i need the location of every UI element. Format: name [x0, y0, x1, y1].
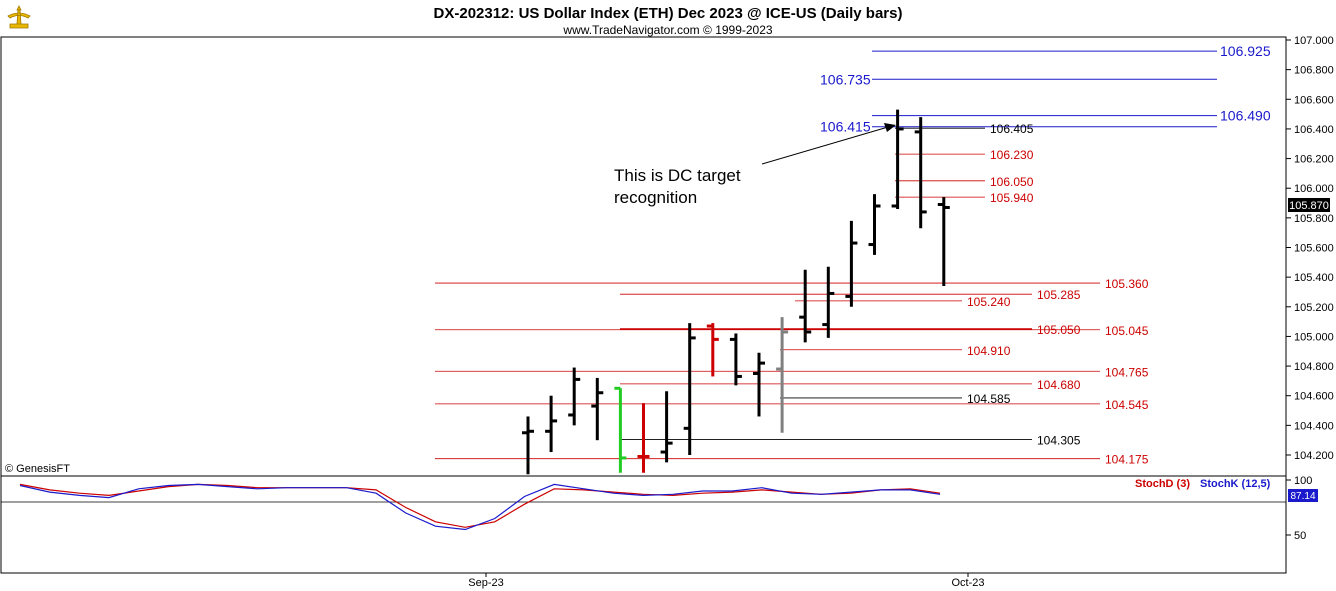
ohlc-bar: [753, 352, 765, 417]
level-label: 104.175: [1105, 453, 1149, 467]
ohlc-bar: [637, 403, 650, 473]
level-label: 105.360: [1105, 277, 1149, 291]
price-axis: 107.000 106.800 106.600 106.400 106.200 106.0…: [1286, 35, 1334, 462]
price-tick-label: 106.800: [1294, 65, 1334, 77]
annotation-arrow-head: [884, 123, 896, 132]
ohlc-bar: [568, 367, 581, 426]
osc-tick-label: 50: [1294, 530, 1306, 542]
price-tick-label: 105.400: [1294, 272, 1334, 284]
ohlc-bar: [776, 317, 789, 433]
ohlc-bar: [799, 269, 812, 343]
level-label: 106.050: [990, 175, 1034, 189]
level-label: 105.940: [990, 191, 1034, 205]
osc-last-value-box: [1288, 489, 1318, 502]
level-label: 104.545: [1105, 398, 1149, 412]
price-tick-label: 107.000: [1294, 35, 1334, 47]
fib-levels: 106.925 106.735 106.490 106.415 106.405 106.2…: [435, 43, 1271, 467]
ohlc-bar: [545, 395, 558, 453]
level-label: 106.415: [820, 119, 871, 135]
time-tick-label: Oct-23: [951, 577, 984, 589]
level-label: 104.585: [967, 392, 1011, 406]
annotation-line-2: recognition: [614, 188, 697, 207]
price-tick-label: 106.400: [1294, 124, 1334, 136]
logo-icon: [4, 3, 34, 33]
osc-legend-entry: StochK (12,5): [1200, 478, 1271, 490]
last-price-box: [1288, 198, 1330, 212]
osc-last-value-label: 87.14: [1290, 491, 1315, 502]
level-label: 106.405: [990, 122, 1034, 136]
level-label: 106.230: [990, 148, 1034, 162]
price-tick-label: 106.200: [1294, 154, 1334, 166]
price-tick-label: 105.000: [1294, 331, 1334, 343]
osc-series-line: [19, 483, 941, 528]
ohlc-bar: [683, 323, 696, 455]
ohlc-bar: [522, 416, 534, 475]
ohlc-bar: [937, 197, 950, 287]
level-label: 104.680: [1037, 378, 1081, 392]
price-tick-label: 104.600: [1294, 391, 1334, 403]
level-label: 104.910: [967, 344, 1011, 358]
level-label: 106.925: [1220, 43, 1271, 59]
ohlc-bar: [891, 109, 904, 209]
chart-subtitle: www.TradeNavigator.com © 1999-2023: [562, 23, 772, 37]
level-label: 104.305: [1037, 433, 1081, 447]
price-tick-label: 104.400: [1294, 420, 1334, 432]
chart-title: DX-202312: US Dollar Index (ETH) Dec 202…: [434, 5, 903, 22]
ohlc-bar: [822, 266, 835, 338]
ohlc-bar: [660, 391, 673, 463]
annotation-line-1: This is DC target: [614, 166, 741, 185]
ohlc-bar: [729, 333, 742, 386]
price-tick-label: 104.200: [1294, 450, 1334, 462]
price-tick-label: 105.800: [1294, 213, 1334, 225]
level-label: 104.765: [1105, 365, 1149, 379]
oscillator: 100 50 StochD (3) StochK (12,5) 87.14: [1, 475, 1318, 542]
ohlc-bar: [706, 323, 719, 377]
last-price-label: 105.870: [1289, 200, 1329, 212]
osc-legend-entry: StochD (3): [1135, 478, 1190, 490]
ohlc-bar: [914, 117, 927, 229]
price-tick-label: 106.600: [1294, 94, 1334, 106]
time-tick-label: Sep-23: [468, 577, 503, 589]
level-label: 105.045: [1105, 324, 1149, 338]
time-axis: Sep-23 Oct-23: [1, 572, 1286, 589]
annotation-arrow: [761, 126, 889, 165]
price-tick-label: 106.000: [1294, 183, 1334, 195]
price-tick-label: 105.200: [1294, 302, 1334, 314]
watermark: © GenesisFT: [5, 463, 70, 475]
level-label: 106.490: [1220, 108, 1271, 124]
ohlc-bar: [591, 377, 604, 441]
osc-series-line: [19, 483, 941, 531]
price-bars: [522, 109, 950, 475]
ohlc-bar: [614, 386, 627, 473]
price-tick-label: 104.800: [1294, 361, 1334, 373]
ohlc-bar: [868, 194, 881, 255]
indicator-panel-frame: [0, 475, 1287, 574]
level-label: 105.285: [1037, 288, 1081, 302]
level-label: 106.735: [820, 71, 871, 87]
level-label: 105.240: [967, 295, 1011, 309]
osc-tick-label: 100: [1294, 475, 1312, 487]
ohlc-bar: [845, 220, 858, 307]
price-tick-label: 105.600: [1294, 243, 1334, 255]
